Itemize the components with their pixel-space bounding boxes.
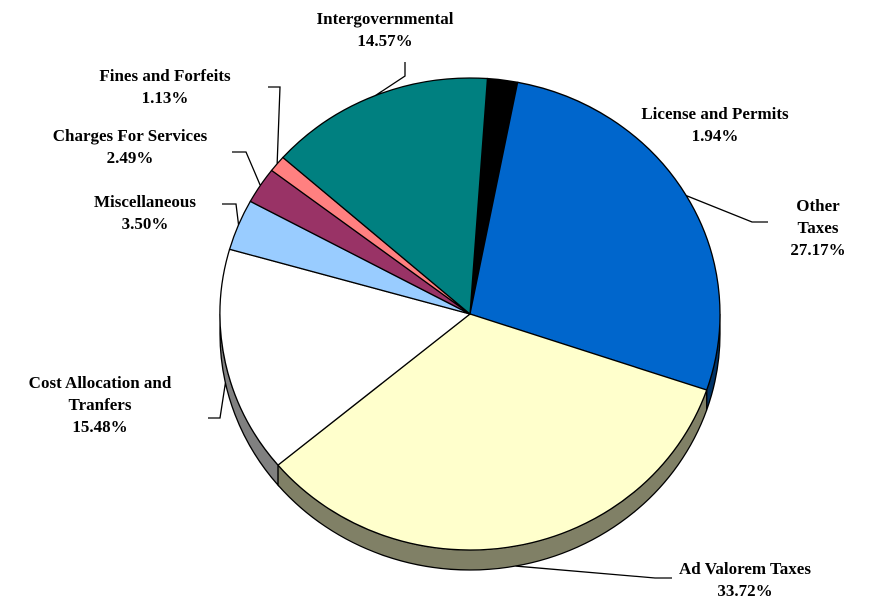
slice	[281, 77, 489, 316]
category-label: Miscellaneous	[94, 192, 196, 211]
leader-line	[208, 382, 227, 419]
category-label: Ad Valorem Taxes	[679, 559, 811, 578]
data-label: Cost Allocation and Tranfers 15.48%	[5, 372, 195, 438]
data-label: Ad Valorem Taxes 33.72%	[679, 558, 811, 602]
data-label: Charges For Services 2.49%	[53, 125, 208, 169]
data-label: Other Taxes 27.17%	[783, 195, 854, 261]
category-label: License and Permits	[641, 104, 789, 123]
slice	[469, 81, 721, 391]
category-label: Charges For Services	[52, 126, 208, 145]
value-label: 1.13%	[141, 88, 189, 107]
category-label: Other Taxes	[796, 196, 840, 237]
leader-line	[222, 203, 240, 225]
value-label: 15.48%	[72, 417, 128, 436]
leader-line	[686, 195, 768, 223]
data-label: Miscellaneous 3.50%	[94, 191, 196, 235]
leader-line	[232, 151, 261, 186]
category-label: Intergovernmental	[316, 9, 454, 28]
leader-line	[268, 86, 281, 164]
category-label: Cost Allocation and Tranfers	[28, 373, 172, 414]
slice	[219, 248, 472, 466]
leader-line	[375, 62, 406, 97]
value-label: 14.57%	[357, 31, 413, 50]
value-label: 2.49%	[106, 148, 154, 167]
value-label: 33.72%	[717, 581, 773, 600]
slice	[277, 313, 708, 551]
data-label: License and Permits 1.94%	[641, 103, 788, 147]
leader-line	[515, 565, 672, 579]
category-label: Fines and Forfeits	[99, 66, 231, 85]
value-label: 1.94%	[691, 126, 739, 145]
value-label: 3.50%	[121, 214, 169, 233]
data-label: Fines and Forfeits 1.13%	[99, 65, 230, 109]
value-label: 27.17%	[790, 240, 846, 259]
data-label: Intergovernmental 14.57%	[317, 8, 454, 52]
